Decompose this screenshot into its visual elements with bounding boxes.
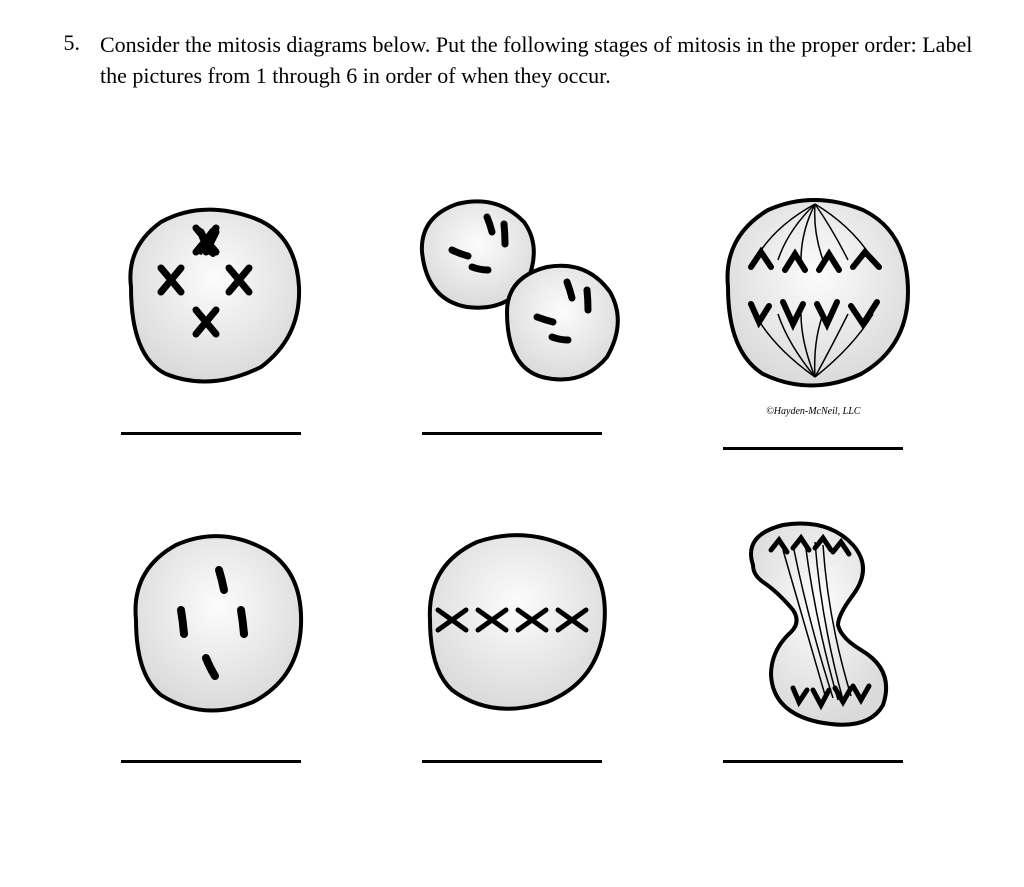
cell-anaphase-svg <box>693 182 933 402</box>
question-text: Consider the mitosis diagrams below. Put… <box>100 30 974 92</box>
diagram-cell-1 <box>80 182 341 450</box>
answer-blank-1[interactable] <box>121 432 301 435</box>
answer-blank-3[interactable] <box>723 447 903 450</box>
cell-prophase-svg <box>91 182 331 402</box>
answer-blank-5[interactable] <box>422 760 602 763</box>
cell-metaphase-svg <box>392 510 632 730</box>
answer-blank-2[interactable] <box>422 432 602 435</box>
cell-interphase-svg <box>91 510 331 730</box>
answer-blank-6[interactable] <box>723 760 903 763</box>
copyright-text: ©Hayden-McNeil, LLC <box>766 406 860 417</box>
diagram-cell-4 <box>80 510 341 763</box>
diagram-cell-6 <box>683 510 944 763</box>
question-number: 5. <box>50 30 80 92</box>
cell-cytokinesis-svg <box>392 182 632 402</box>
question-block: 5. Consider the mitosis diagrams below. … <box>50 30 974 92</box>
diagram-cell-5 <box>381 510 642 763</box>
answer-blank-4[interactable] <box>121 760 301 763</box>
diagram-cell-2 <box>381 182 642 450</box>
cell-telophase-svg <box>693 510 933 730</box>
diagrams-grid: ©Hayden-McNeil, LLC <box>50 182 974 763</box>
diagram-cell-3: ©Hayden-McNeil, LLC <box>683 182 944 450</box>
